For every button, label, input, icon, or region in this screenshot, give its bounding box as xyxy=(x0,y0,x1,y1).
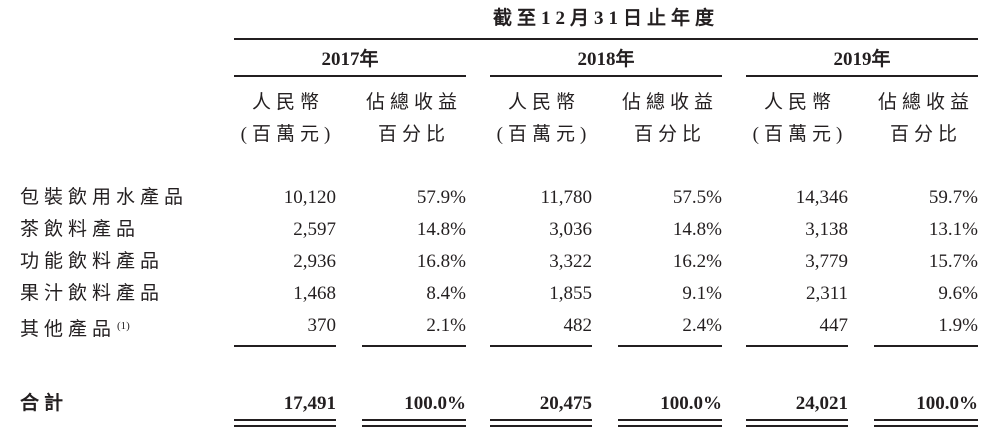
subtotal-rule-2017-amount xyxy=(234,345,336,347)
cell-2018-pct: 16.2% xyxy=(672,251,722,272)
cell-2017-pct: 14.8% xyxy=(416,219,466,240)
year-underline-2018 xyxy=(490,75,722,77)
row-label-text: 包裝飲用水產品 xyxy=(20,187,189,208)
total-double-rule-2017-pct-1 xyxy=(362,419,466,421)
year-underline-2019 xyxy=(746,75,978,77)
col-amount-line1: 人民幣 xyxy=(251,92,324,113)
total-double-rule-2019-pct-1 xyxy=(874,419,978,421)
cell-2017-amount: 2,936 xyxy=(293,251,336,272)
col-pct-line2: 百分比 xyxy=(633,124,706,145)
year-header-2019: 2019年 xyxy=(833,49,891,70)
year-underline-2017 xyxy=(234,75,466,77)
subtotal-rule-2017-pct xyxy=(362,345,466,347)
total-2019-pct: 100.0% xyxy=(916,393,978,414)
year-header-2018: 2018年 xyxy=(577,49,635,70)
col-amount-line2: (百萬元) xyxy=(752,124,848,145)
total-2017-pct: 100.0% xyxy=(404,393,466,414)
row-label: 茶飲料產品 xyxy=(20,219,140,241)
year-header-2017: 2017年 xyxy=(321,49,379,70)
subtotal-rule-2018-pct xyxy=(618,345,722,347)
cell-2019-pct: 9.6% xyxy=(938,283,978,304)
cell-2018-pct: 14.8% xyxy=(672,219,722,240)
col-pct-line1: 佔總收益 xyxy=(365,92,462,113)
cell-2017-amount: 10,120 xyxy=(283,187,336,208)
cell-2017-pct: 57.9% xyxy=(416,187,466,208)
total-double-rule-2017-amount-1 xyxy=(234,419,336,421)
col-amount-line1: 人民幣 xyxy=(507,92,580,113)
total-double-rule-2018-pct-2 xyxy=(618,425,722,427)
cell-2017-amount: 370 xyxy=(307,315,337,336)
col-pct-line2: 百分比 xyxy=(889,124,962,145)
cell-2019-amount: 14,346 xyxy=(795,187,848,208)
row-label-text: 果汁飲料產品 xyxy=(20,283,165,304)
subtotal-rule-2019-pct xyxy=(874,345,978,347)
cell-2017-amount: 1,468 xyxy=(293,283,336,304)
cell-2018-amount: 11,780 xyxy=(540,187,592,208)
cell-2019-amount: 447 xyxy=(819,315,849,336)
cell-2018-amount: 1,855 xyxy=(549,283,592,304)
subtotal-rule-2018-amount xyxy=(490,345,592,347)
col-pct-line1: 佔總收益 xyxy=(621,92,718,113)
row-label: 功能飲料產品 xyxy=(20,251,164,273)
col-amount-line2: (百萬元) xyxy=(496,124,592,145)
cell-2018-pct: 57.5% xyxy=(672,187,722,208)
period-underline xyxy=(234,38,978,40)
total-2019-amount: 24,021 xyxy=(795,393,848,414)
col-pct-line2: 百分比 xyxy=(377,124,450,145)
cell-2019-amount: 2,311 xyxy=(805,283,848,304)
cell-2017-amount: 2,597 xyxy=(293,219,336,240)
total-2018-amount: 20,475 xyxy=(539,393,592,414)
cell-2018-amount: 3,322 xyxy=(549,251,592,272)
col-pct-line1: 佔總收益 xyxy=(877,92,974,113)
total-double-rule-2018-amount-1 xyxy=(490,419,592,421)
total-label: 合計 xyxy=(20,393,69,414)
row-label-text: 功能飲料產品 xyxy=(20,251,165,272)
cell-2017-pct: 8.4% xyxy=(426,283,466,304)
subtotal-rule-2019-amount xyxy=(746,345,848,347)
total-2018-pct: 100.0% xyxy=(660,393,722,414)
cell-2019-amount: 3,779 xyxy=(805,251,848,272)
period-label: 截至12月31日止年度 xyxy=(492,8,719,29)
cell-2018-amount: 3,036 xyxy=(549,219,592,240)
col-amount-line2: (百萬元) xyxy=(240,124,336,145)
cell-2019-amount: 3,138 xyxy=(805,219,848,240)
total-double-rule-2018-pct-1 xyxy=(618,419,722,421)
cell-2017-pct: 16.8% xyxy=(416,251,466,272)
total-double-rule-2019-amount-1 xyxy=(746,419,848,421)
cell-2019-pct: 1.9% xyxy=(938,315,978,336)
row-label: 其他產品(1) xyxy=(20,315,130,341)
row-label: 包裝飲用水產品 xyxy=(20,187,188,209)
cell-2018-amount: 482 xyxy=(563,315,593,336)
cell-2019-pct: 59.7% xyxy=(928,187,978,208)
col-amount-line1: 人民幣 xyxy=(763,92,836,113)
total-double-rule-2019-amount-2 xyxy=(746,425,848,427)
total-double-rule-2017-pct-2 xyxy=(362,425,466,427)
total-double-rule-2018-amount-2 xyxy=(490,425,592,427)
cell-2018-pct: 2.4% xyxy=(682,315,722,336)
row-label-text: 其他產品 xyxy=(20,319,117,340)
total-2017-amount: 17,491 xyxy=(283,393,336,414)
cell-2017-pct: 2.1% xyxy=(426,315,466,336)
total-double-rule-2017-amount-2 xyxy=(234,425,336,427)
cell-2019-pct: 13.1% xyxy=(928,219,978,240)
total-double-rule-2019-pct-2 xyxy=(874,425,978,427)
cell-2018-pct: 9.1% xyxy=(682,283,722,304)
cell-2019-pct: 15.7% xyxy=(928,251,978,272)
footnote-marker: (1) xyxy=(117,320,130,332)
row-label-text: 茶飲料產品 xyxy=(20,219,141,240)
row-label: 果汁飲料產品 xyxy=(20,283,164,305)
